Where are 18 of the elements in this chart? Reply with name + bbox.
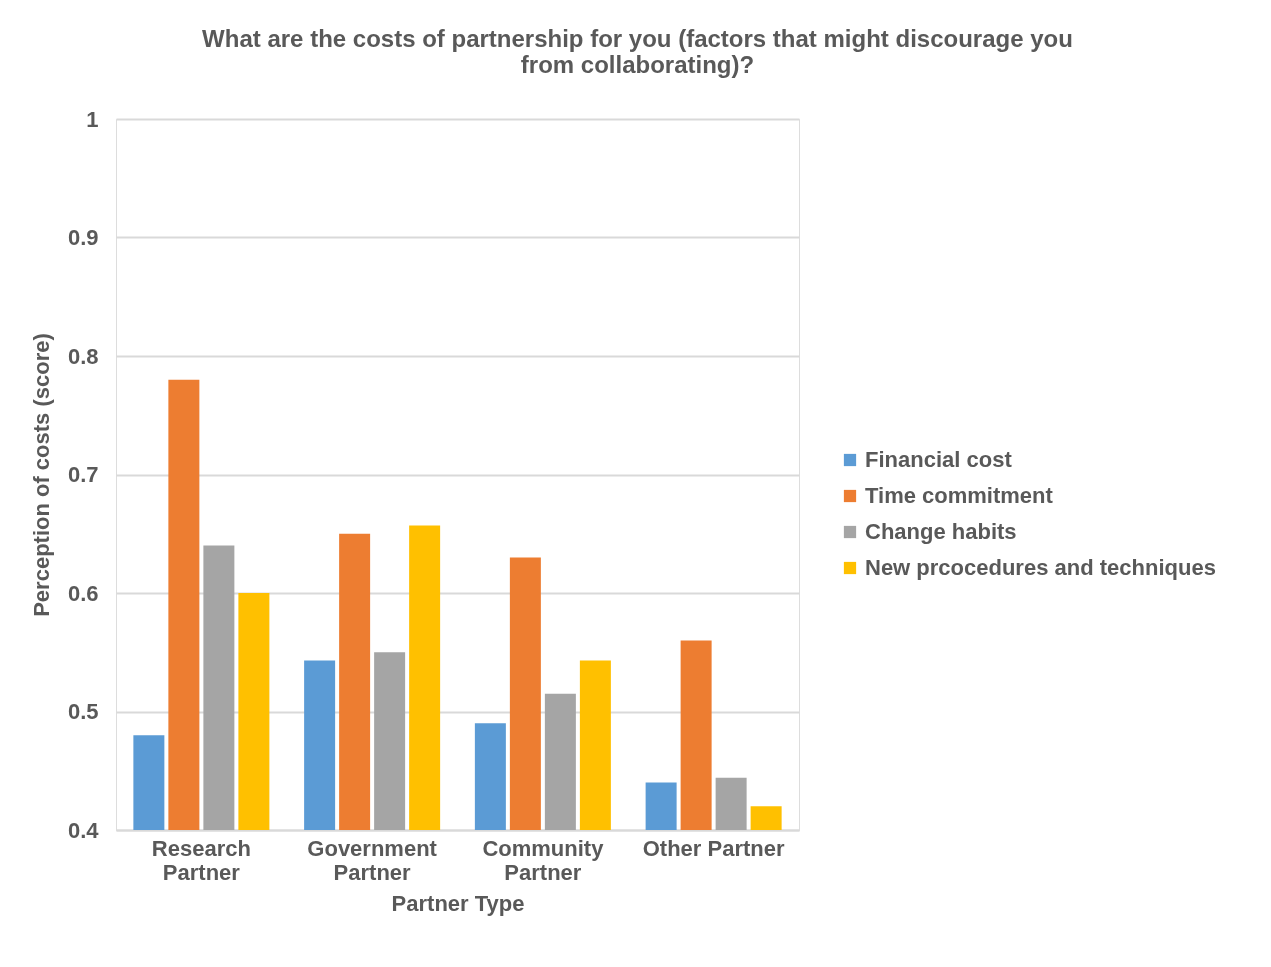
y-tick-label: 0.4 [67, 817, 100, 843]
y-tick-label: 0.7 [67, 462, 99, 487]
y-tick-label: 1 [86, 106, 99, 132]
y-tick-label: 0.8 [67, 343, 99, 369]
x-tick-label: Research Partner [151, 835, 251, 885]
x-axis-title: Partner Type [391, 890, 525, 916]
y-tick-label: 0.6 [67, 580, 99, 606]
x-tick-label: Community Partner [482, 835, 605, 885]
x-tick-label: Other Partner [642, 835, 785, 861]
y-tick-label: 0.9 [67, 225, 99, 250]
legend-label: Financial cost [865, 447, 1013, 472]
legend-label: New prcocedures and techniques [865, 555, 1216, 580]
y-axis-title: Perception of costs (score) [28, 333, 54, 617]
y-tick-label: 0.5 [67, 699, 99, 724]
x-tick-label: Government Partner [307, 835, 438, 885]
legend-label: Change habits [865, 519, 1017, 544]
legend-label: Time commitment [865, 483, 1054, 508]
chart-title: What are the costs of partnership for you (factors that might discourage you from collaborating)? [202, 25, 1073, 78]
